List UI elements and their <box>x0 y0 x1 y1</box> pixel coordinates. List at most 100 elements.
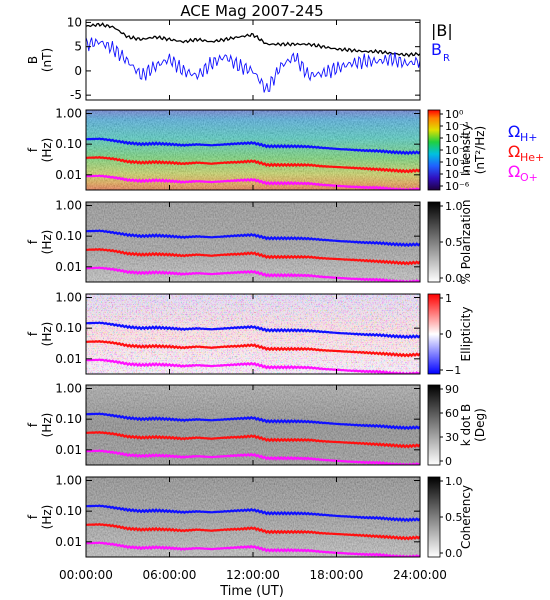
y-tick-label: 1.00 <box>55 381 82 395</box>
y-tick-label: 0.10 <box>55 137 82 151</box>
y-axis-label: f <box>26 514 40 519</box>
colorbar-kdotb <box>427 384 441 466</box>
y-axis-label: f <box>26 331 40 336</box>
colorbar-tick-label: 60 <box>445 407 459 420</box>
y-axis-label: (Hz) <box>40 413 54 438</box>
omega-o-line <box>86 174 420 190</box>
mag-legend: |B| B R <box>431 21 453 64</box>
omega-h-line <box>86 229 420 248</box>
panel-kdotb: 1.00 0.10 0.01 90 60 30 0 k dot B (Deg) f (Hz) <box>26 381 487 468</box>
x-tick-label: 18:00:00 <box>310 568 364 582</box>
x-axis-label: Time (UT) <box>219 584 284 599</box>
colorbar-tick-label: 30 <box>445 431 459 444</box>
y-tick-label: 1.00 <box>55 106 82 120</box>
y-tick-label: 5 <box>74 40 82 54</box>
y-tick-label: 0.01 <box>55 352 82 366</box>
ion-legend: Ω H+ Ω He+ Ω O+ <box>508 122 544 184</box>
omega-h-line <box>86 504 420 523</box>
y-tick-label: 0.01 <box>55 260 82 274</box>
y-axis-label: B <box>26 56 40 64</box>
colorbar-tick-label: 0.5 <box>445 511 463 524</box>
mag-series <box>86 22 420 93</box>
colorbar-tick-label: 0.0 <box>445 272 463 285</box>
figure-title: ACE Mag 2007-245 <box>180 2 323 20</box>
y-axis-label: f <box>26 239 40 244</box>
colorbar-tick-label: 0 <box>445 328 452 341</box>
legend-absb-label: |B| <box>431 21 453 40</box>
x-tick-label: 00:00:00 <box>59 568 113 582</box>
colorbar-label: Intensity <box>459 124 473 176</box>
colorbar-polarization <box>427 201 441 283</box>
colorbar-tick-label: 10⁻² <box>445 132 469 145</box>
y-tick-label: -5 <box>70 88 82 102</box>
series-absb-line <box>86 22 420 58</box>
legend-omega-h-symbol: Ω <box>508 122 520 141</box>
legend-omega-he-subscript: He+ <box>520 151 544 164</box>
gyrofrequency-lines <box>86 504 420 557</box>
time-axis: 00:00:00 06:00:00 12:00:00 18:00:00 24:00:00 <box>59 568 447 582</box>
colorbar-label: Coherency <box>459 485 473 549</box>
colorbar-ellipticity <box>427 293 441 375</box>
colorbar-tick-label: 10⁻⁴ <box>445 156 470 169</box>
colorbar-label: (nT²/Hz) <box>473 126 487 174</box>
omega-he-line <box>86 523 420 541</box>
colorbar-tick-label: 1.0 <box>445 475 463 488</box>
y-tick-label: 1.00 <box>55 198 82 212</box>
y-axis-label: f <box>26 422 40 427</box>
colorbar-label: k dot B <box>459 404 473 446</box>
colorbar-tick-label: 1.0 <box>445 200 463 213</box>
colorbar-label: % Polarization <box>459 200 473 285</box>
omega-h-line <box>86 137 420 156</box>
y-tick-label: 1.00 <box>55 473 82 487</box>
y-axis-label: (Hz) <box>40 505 54 530</box>
colorbar-tick-label: 0.5 <box>445 236 463 249</box>
y-axis-label: (Hz) <box>40 230 54 255</box>
colorbar-tick-label: 10⁻³ <box>445 144 469 157</box>
y-tick-label: 0.01 <box>55 443 82 457</box>
omega-o-line <box>86 358 420 374</box>
colorbar-label: (Deg) <box>473 408 487 442</box>
x-tick-label: 12:00:00 <box>226 568 280 582</box>
y-tick-label: 0.01 <box>55 168 82 182</box>
y-axis-label: (Hz) <box>40 322 54 347</box>
legend-omega-o-subscript: O+ <box>520 171 538 184</box>
omega-h-line <box>86 321 420 340</box>
colorbar-power <box>427 109 441 191</box>
y-tick-label: 0 <box>74 64 82 78</box>
omega-o-line <box>86 449 420 465</box>
legend-omega-he-symbol: Ω <box>508 142 520 161</box>
gyrofrequency-lines <box>86 321 420 374</box>
x-tick-label: 06:00:00 <box>143 568 197 582</box>
y-tick-label: 0.10 <box>55 229 82 243</box>
colorbar-tick-label: −1 <box>445 364 461 377</box>
colorbar-tick-label: 1 <box>445 292 452 305</box>
x-tick-label: 24:00:00 <box>393 568 447 582</box>
legend-omega-h-subscript: H+ <box>520 131 538 144</box>
y-tick-label: 10 <box>67 15 82 29</box>
colorbar-label: Ellipticity <box>459 307 473 362</box>
colorbar-tick-label: 10⁰ <box>445 108 464 121</box>
gyrofrequency-lines <box>86 412 420 465</box>
legend-omega-o-symbol: Ω <box>508 162 520 181</box>
y-tick-label: 0.10 <box>55 412 82 426</box>
series-br-line <box>86 37 420 93</box>
y-axis-label: f <box>26 147 40 152</box>
colorbar-tick-label: 90 <box>445 383 459 396</box>
omega-h-line <box>86 412 420 431</box>
legend-br-label: B <box>431 40 442 59</box>
gyrofrequency-lines <box>86 137 420 190</box>
colorbar-tick-label: 10⁻⁵ <box>445 168 469 181</box>
colorbar-tick-label: 10⁻⁶ <box>445 180 470 193</box>
omega-he-line <box>86 431 420 449</box>
panel-ellipticity: 1.00 0.10 0.01 1 0 −1 Ellipticity f (Hz) <box>26 290 473 377</box>
panel-mag: 10 5 0 -5 B (nT) <box>26 15 421 102</box>
legend-br-subscript: R <box>443 53 450 64</box>
omega-he-line <box>86 248 420 266</box>
y-tick-label: 1.00 <box>55 290 82 304</box>
y-axis-label: (Hz) <box>40 138 54 163</box>
colorbar-tick-label: 10⁻¹ <box>445 120 469 133</box>
omega-he-line <box>86 340 420 358</box>
colorbar-tick-label: 0.0 <box>445 547 463 560</box>
